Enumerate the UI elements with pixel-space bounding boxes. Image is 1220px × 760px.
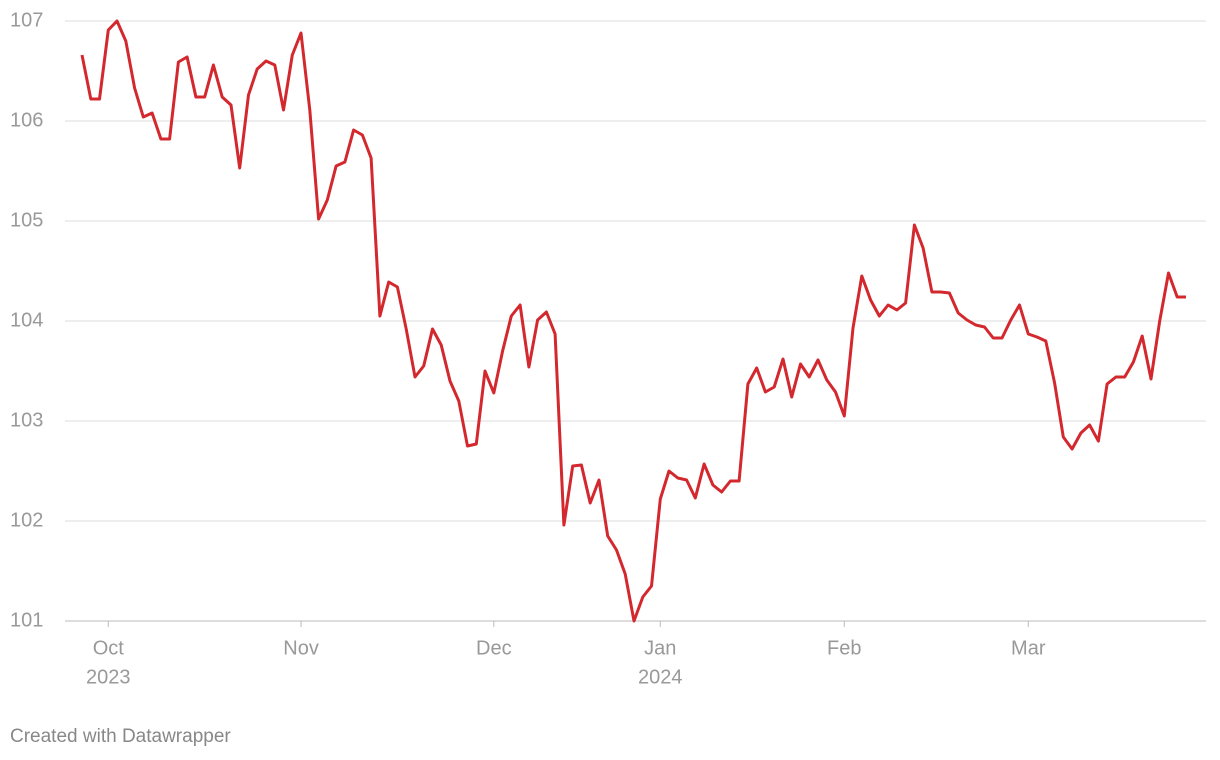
x-year-label: 2024 — [638, 666, 683, 688]
y-tick-label: 105 — [10, 209, 43, 231]
y-tick-label: 103 — [10, 409, 43, 431]
y-tick-label: 107 — [10, 9, 43, 31]
y-tick-label: 101 — [10, 609, 43, 631]
x-tick-label: Jan — [644, 637, 676, 659]
footer: Created with Datawrapper — [10, 726, 231, 747]
y-tick-label: 106 — [10, 109, 43, 131]
line — [80, 19, 1186, 623]
x-tick-label: Nov — [283, 637, 319, 659]
y-tick-label: 104 — [10, 309, 43, 331]
x-tick-label: Oct — [93, 637, 125, 659]
x-tick-label: Dec — [476, 637, 512, 659]
x-tick-label: Feb — [827, 637, 861, 659]
x-year-label: 2023 — [86, 666, 131, 688]
x-tick-label: Mar — [1011, 637, 1046, 659]
y-tick-label: 102 — [10, 509, 43, 531]
